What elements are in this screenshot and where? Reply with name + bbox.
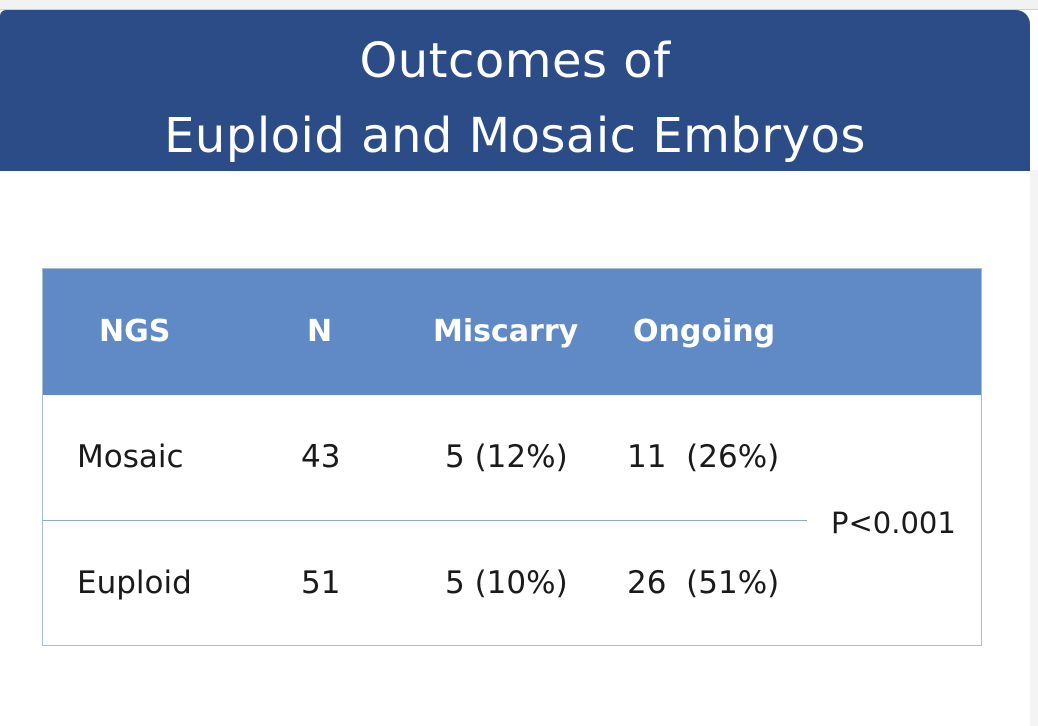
- window-right-edge: [1030, 170, 1038, 726]
- cell-ongoing-euploid: 26 (51%): [627, 565, 780, 601]
- header-ongoing: Ongoing: [633, 314, 776, 349]
- outcomes-table: NGS N Miscarry Ongoing Mosaic 43 5 (12%)…: [42, 268, 982, 646]
- cell-n-mosaic: 43: [301, 439, 341, 475]
- window-top-edge: [0, 0, 1038, 10]
- cell-n-euploid: 51: [301, 565, 341, 601]
- cell-ongoing-mosaic: 11 (26%): [627, 439, 780, 475]
- cell-miscarry-euploid: 5 (10%): [445, 565, 568, 601]
- slide-title-line-1: Outcomes of: [359, 33, 671, 89]
- slide-title-line-2: Euploid and Mosaic Embryos: [164, 108, 866, 164]
- cell-miscarry-mosaic: 5 (12%): [445, 439, 568, 475]
- header-ngs: NGS: [99, 314, 171, 349]
- header-n: N: [307, 314, 333, 349]
- table-header-row: NGS N Miscarry Ongoing: [43, 269, 981, 395]
- title-banner: Outcomes of Euploid and Mosaic Embryos: [0, 10, 1030, 171]
- cell-ngs-mosaic: Mosaic: [77, 439, 184, 475]
- row-divider: [43, 520, 807, 521]
- p-value-label: P<0.001: [831, 506, 956, 540]
- cell-ngs-euploid: Euploid: [77, 565, 192, 601]
- header-miscarry: Miscarry: [433, 314, 579, 349]
